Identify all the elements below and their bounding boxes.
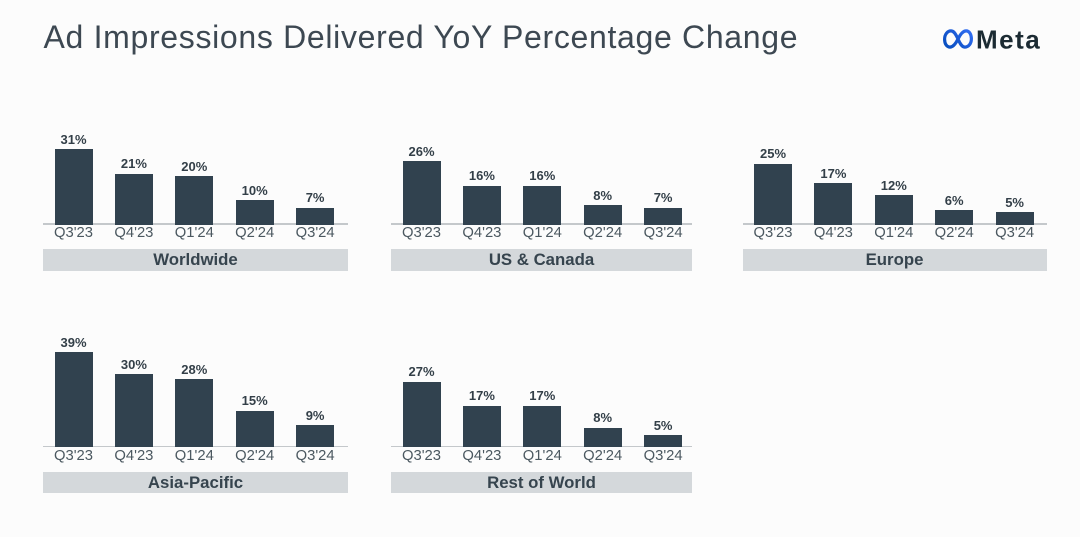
svg-text:Meta: Meta [976,29,1041,50]
